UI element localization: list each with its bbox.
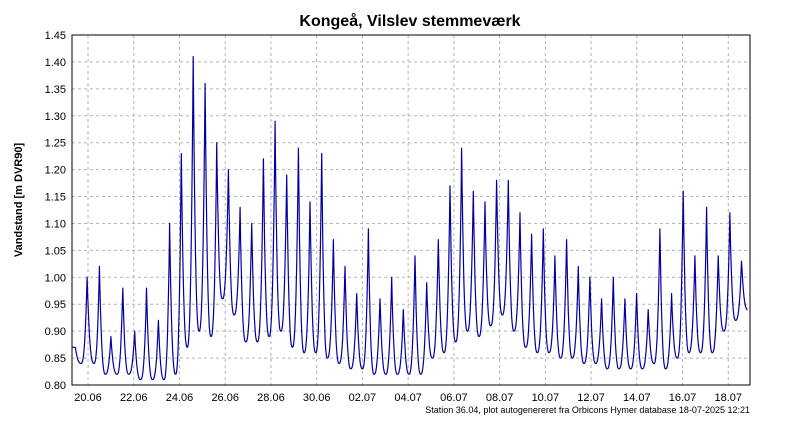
x-tick-label: 12.07: [577, 392, 605, 404]
x-tick-label: 28.06: [257, 392, 285, 404]
x-tick-label: 24.06: [166, 392, 194, 404]
y-tick-label: 0.95: [45, 299, 66, 311]
water-level-line: [71, 55, 748, 381]
footer-note: Station 36.04, plot autogenereret fra Or…: [425, 405, 750, 415]
plot-frame: [71, 34, 751, 386]
x-tick-label: 18.07: [715, 392, 743, 404]
x-tick-label: 26.06: [211, 392, 239, 404]
y-tick-label: 1.15: [45, 192, 66, 204]
y-tick-labels: 0.80 0.85 0.90 0.95 1.00 1.05 1.10 1.15 1.20 1.25…: [45, 30, 66, 392]
y-tick-label: 1.45: [45, 30, 66, 42]
y-tick-label: 1.00: [45, 272, 66, 284]
chart-title: Kongeå, Vilslev stemmeværk: [299, 12, 520, 30]
x-tick-labels: 20.06 22.06 24.06 26.06 28.06 30.06 02.07 04.07…: [74, 392, 742, 404]
x-tick-label: 06.07: [440, 392, 468, 404]
x-tick-label: 10.07: [532, 392, 560, 404]
x-tick-label: 02.07: [349, 392, 377, 404]
grid: [72, 35, 750, 385]
y-tick-label: 1.25: [45, 138, 66, 150]
y-tick-label: 0.85: [45, 353, 66, 365]
x-tick-label: 08.07: [486, 392, 514, 404]
y-tick-label: 0.90: [45, 326, 66, 338]
x-tick-label: 04.07: [394, 392, 422, 404]
x-tick-label: 16.07: [669, 392, 697, 404]
x-tick-label: 22.06: [120, 392, 148, 404]
y-tick-label: 1.20: [45, 165, 66, 177]
y-tick-label: 1.05: [45, 245, 66, 257]
y-axis-label: Vandstand [m DVR90]: [13, 143, 25, 258]
y-tick-label: 1.10: [45, 218, 66, 230]
x-tick-label: 30.06: [303, 392, 331, 404]
y-tick-label: 1.30: [45, 111, 66, 123]
series-line-layer: [71, 55, 748, 381]
y-tick-label: 0.80: [45, 380, 66, 392]
x-tick-label: 20.06: [74, 392, 102, 404]
x-tick-label: 14.07: [623, 392, 651, 404]
y-tick-label: 1.35: [45, 84, 66, 96]
y-tick-label: 1.40: [45, 57, 66, 69]
